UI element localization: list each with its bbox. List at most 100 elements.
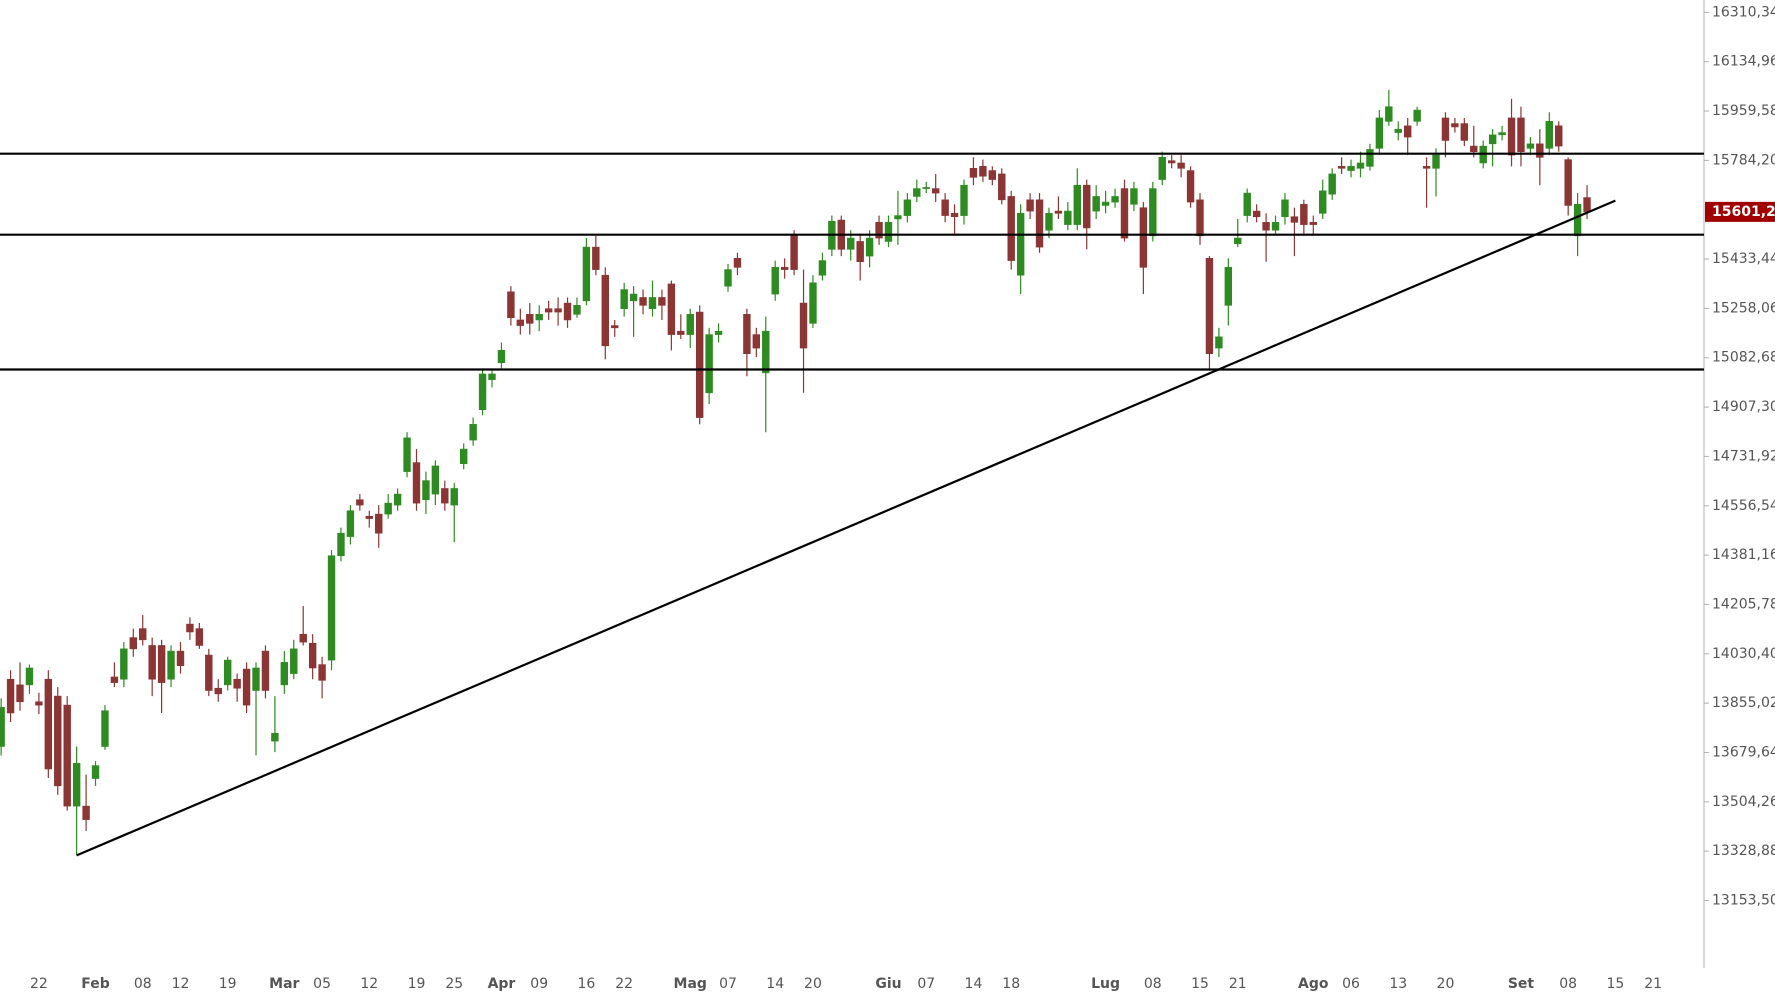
y-tick-label: 15959,58	[1712, 103, 1775, 119]
candle-body	[1281, 199, 1289, 218]
candle-body	[54, 695, 62, 787]
candle-body	[1470, 145, 1478, 153]
candle-body	[1460, 123, 1469, 141]
candle-body	[1196, 199, 1204, 237]
candle-body	[488, 373, 496, 380]
current-price-label: 15601,20	[1712, 204, 1775, 220]
candle-body	[1262, 222, 1270, 231]
y-tick-label: 13153,50	[1712, 893, 1775, 909]
candle-body	[1385, 106, 1393, 122]
candle-body	[1120, 188, 1129, 239]
candle-body	[1271, 222, 1280, 231]
candle-body	[743, 314, 751, 355]
candle-body	[988, 170, 997, 180]
candle-body	[1422, 166, 1431, 169]
candle-body	[403, 437, 411, 472]
candle-body	[516, 319, 525, 326]
candle-body	[1413, 109, 1421, 122]
x-tick-label: 08	[134, 976, 152, 992]
candle-body	[1300, 204, 1308, 225]
candle-body	[818, 260, 827, 276]
candle-body	[290, 648, 298, 674]
candle-body	[799, 302, 808, 349]
candle-body	[865, 237, 874, 257]
candle-body	[1205, 258, 1214, 355]
candle-body	[1526, 143, 1535, 149]
x-tick-label: Apr	[488, 976, 516, 992]
candle-body	[875, 222, 883, 239]
candle-body	[157, 645, 166, 683]
x-tick-label: 08	[1559, 976, 1577, 992]
candle-body	[1026, 199, 1034, 212]
candle-body	[25, 667, 34, 686]
x-tick-label: Lug	[1091, 976, 1120, 992]
candle-body	[271, 732, 279, 742]
candle-body	[176, 650, 185, 667]
candle-body	[1215, 336, 1223, 349]
x-tick-label: 19	[219, 976, 237, 992]
candle-body	[356, 499, 364, 506]
candle-body	[139, 628, 147, 641]
candle-body	[544, 308, 553, 313]
candle-body	[1545, 121, 1553, 149]
candle-body	[469, 424, 477, 441]
candle-body	[611, 325, 619, 329]
x-tick-label: Feb	[81, 976, 110, 992]
candle-body	[1583, 197, 1591, 213]
candle-body	[931, 188, 940, 194]
trendline	[76, 199, 1616, 857]
candle-body	[497, 350, 506, 364]
candle-body	[195, 628, 204, 646]
x-tick-label: 20	[804, 976, 822, 992]
candle-body	[375, 513, 383, 534]
candle-body	[507, 291, 515, 319]
candle-body	[1507, 117, 1516, 156]
candle-body	[1375, 117, 1384, 149]
candle-body	[554, 308, 562, 313]
candle-body	[1130, 188, 1138, 205]
candle-body	[205, 654, 213, 691]
candle-body	[280, 662, 289, 686]
candle-body	[242, 668, 251, 706]
candle-body	[894, 215, 902, 220]
candle-body	[1309, 222, 1317, 225]
candle-body	[44, 678, 53, 770]
candle-body	[724, 269, 732, 287]
x-tick-label: 16	[577, 976, 595, 992]
x-tick-label: 05	[313, 976, 331, 992]
candle-body	[167, 650, 175, 680]
current-price-marker	[1705, 201, 1775, 222]
x-tick-label: 07	[917, 976, 935, 992]
y-tick-label: 16310,34	[1712, 4, 1775, 20]
y-tick-label: 15784,20	[1712, 152, 1775, 168]
candle-body	[762, 330, 770, 374]
candle-body	[535, 314, 543, 321]
candle-body	[714, 330, 723, 335]
x-tick-label: Mar	[269, 976, 299, 992]
candle-body	[790, 235, 798, 270]
candle-body	[1356, 162, 1365, 169]
x-tick-label: 19	[408, 976, 426, 992]
candle-body	[72, 763, 81, 807]
candle-body	[1498, 132, 1506, 136]
candle-body	[318, 664, 326, 681]
candle-body	[1007, 196, 1015, 261]
candle-body	[233, 678, 241, 689]
candle-body	[1149, 188, 1157, 237]
y-tick-label: 13855,02	[1712, 695, 1775, 711]
candle-body	[16, 684, 24, 703]
candle-body	[1555, 125, 1563, 147]
x-tick-label: Set	[1508, 976, 1535, 992]
candle-body	[478, 373, 487, 411]
x-tick-label: 21	[1644, 976, 1662, 992]
candle-body	[101, 710, 109, 747]
candle-body	[1441, 117, 1450, 141]
candle-body	[441, 488, 449, 504]
candle-body	[1573, 204, 1582, 237]
candle-body	[648, 297, 657, 310]
candle-body	[752, 334, 761, 349]
candle-body	[695, 311, 704, 418]
candle-body	[82, 805, 90, 820]
